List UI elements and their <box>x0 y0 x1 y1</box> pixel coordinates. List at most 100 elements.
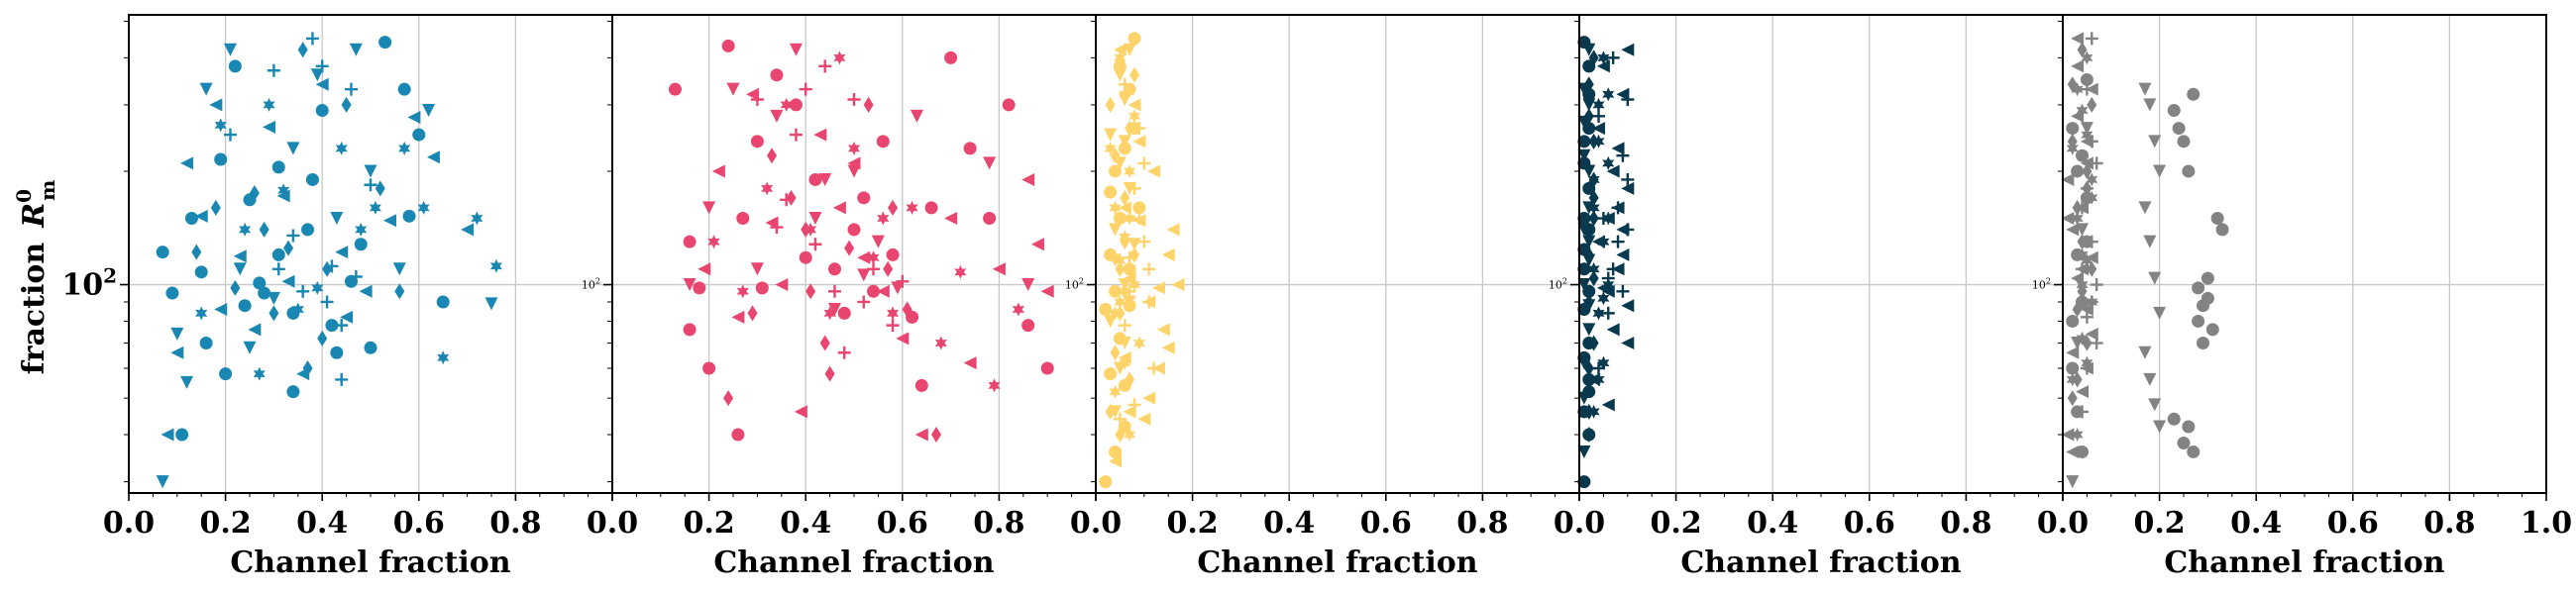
data-point <box>2148 398 2162 412</box>
data-point <box>963 142 977 155</box>
data-point <box>1588 210 1599 227</box>
data-point <box>267 63 280 77</box>
x-tick-label: 0.4 <box>1747 506 1798 541</box>
data-point <box>1125 120 1135 137</box>
y-tick-label: 102 <box>61 264 117 303</box>
data-point <box>1128 109 1141 124</box>
data-point <box>277 183 290 198</box>
data-point <box>1142 295 1156 309</box>
data-point <box>2085 295 2098 309</box>
x-tick-label: 0.2 <box>1650 506 1701 541</box>
x-axis-label: Channel fraction <box>230 545 510 580</box>
data-point <box>1621 172 1635 186</box>
data-point <box>1021 319 1035 333</box>
data-point <box>1104 128 1118 142</box>
data-point <box>1616 248 1630 261</box>
data-point <box>422 104 436 118</box>
data-point <box>2085 327 2098 341</box>
data-point <box>1128 277 1141 292</box>
series-plus <box>223 32 377 386</box>
data-point <box>484 297 498 311</box>
data-point <box>887 306 900 321</box>
data-point <box>723 390 734 407</box>
data-point <box>2080 361 2093 375</box>
data-point <box>896 332 910 346</box>
data-point <box>1582 181 1596 195</box>
data-point <box>1109 200 1122 215</box>
data-point <box>315 77 329 91</box>
data-point <box>1616 87 1630 101</box>
data-point <box>902 301 912 318</box>
data-point <box>349 269 363 283</box>
data-point <box>2076 277 2089 292</box>
data-point <box>1577 445 1591 458</box>
data-point <box>1583 427 1594 444</box>
data-point <box>824 365 835 382</box>
x-tick-label: 0.4 <box>296 506 348 541</box>
data-point <box>2143 98 2157 112</box>
data-point <box>1127 98 1141 112</box>
x-tick-label: 0.8 <box>1940 506 1991 541</box>
data-point <box>2148 135 2162 148</box>
data-point <box>1577 391 1591 405</box>
data-point <box>2061 172 2075 186</box>
data-point <box>1021 278 1035 292</box>
data-point <box>799 82 812 96</box>
data-point <box>1601 306 1615 320</box>
data-point <box>1123 295 1136 309</box>
data-point <box>1113 43 1127 56</box>
data-point <box>1113 212 1127 226</box>
x-tick-label: 0.2 <box>2133 506 2185 541</box>
data-point <box>2076 103 2089 118</box>
data-point <box>1118 77 1131 91</box>
data-point <box>1171 278 1185 292</box>
data-point <box>291 302 304 317</box>
data-point <box>378 36 392 50</box>
data-point <box>1587 261 1600 276</box>
data-point <box>1099 302 1113 316</box>
series-star <box>707 50 1024 393</box>
data-point <box>2066 141 2079 155</box>
data-point <box>770 109 784 123</box>
panel-frame <box>128 14 613 494</box>
data-point <box>1114 50 1127 65</box>
data-point <box>914 428 928 442</box>
data-point <box>1606 323 1620 337</box>
data-point <box>2085 135 2098 148</box>
data-point <box>847 141 861 155</box>
x-tick-label: 0.6 <box>877 506 928 541</box>
data-point <box>1597 355 1610 370</box>
data-point <box>1137 235 1151 248</box>
data-point <box>1621 93 1635 107</box>
data-point <box>1611 235 1625 248</box>
data-point <box>417 200 430 215</box>
x-tick-label: 0.0 <box>587 506 638 541</box>
y-tick-label: 102 <box>582 277 600 292</box>
data-point <box>2072 371 2083 388</box>
data-point <box>867 250 880 265</box>
data-point <box>731 310 745 324</box>
data-point <box>286 229 300 243</box>
data-point <box>344 274 358 288</box>
data-point <box>944 50 958 64</box>
data-point <box>711 164 725 178</box>
data-point <box>2066 314 2080 328</box>
data-point <box>2090 337 2103 350</box>
data-point <box>2177 135 2191 148</box>
data-point <box>1125 371 1135 388</box>
data-point <box>1021 172 1035 186</box>
data-point <box>1597 50 1610 65</box>
data-point <box>731 428 745 442</box>
data-point <box>364 178 377 192</box>
data-point <box>1137 412 1151 426</box>
data-point <box>1621 181 1635 195</box>
data-point <box>2090 156 2103 170</box>
data-point <box>2087 96 2097 113</box>
data-point <box>471 211 483 226</box>
data-point <box>214 152 228 166</box>
data-point <box>233 262 247 276</box>
data-point <box>1602 155 1615 170</box>
data-point <box>1105 96 1116 113</box>
data-point <box>1592 306 1605 321</box>
data-point <box>2143 372 2157 386</box>
